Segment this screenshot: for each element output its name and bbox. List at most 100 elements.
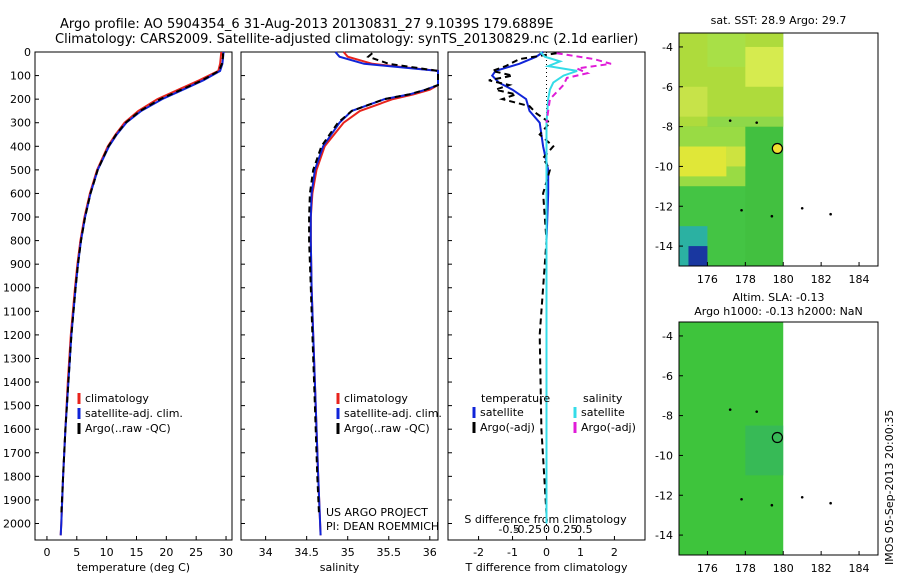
map1-sst-patch <box>707 33 746 67</box>
temperature-ytick-label: 1500 <box>3 400 31 413</box>
temperature-ytick-label: 400 <box>10 140 31 153</box>
map2-island-marker <box>770 503 774 507</box>
map1-xtick-label: 184 <box>849 273 870 286</box>
difference-xtick-label: -1 <box>507 546 518 559</box>
temperature-ytick-label: 900 <box>10 258 31 271</box>
salinity-series-1 <box>309 51 439 536</box>
map1-sst-patch <box>679 146 727 177</box>
temperature-ytick-label: 1000 <box>3 282 31 295</box>
salinity-legend-2-label: Argo(..raw -QC) <box>344 422 430 435</box>
temperature-xtick-label: 20 <box>159 546 173 559</box>
map2-xtick-label: 182 <box>811 562 832 575</box>
map1-sst-patch <box>745 46 784 87</box>
map2-island-marker <box>800 495 804 499</box>
title-line-2: Climatology: CARS2009. Satellite-adjuste… <box>55 32 638 47</box>
temperature-xlabel: temperature (deg C) <box>77 561 190 574</box>
map1-island-marker <box>755 121 759 124</box>
salinity-series-2 <box>308 52 439 515</box>
map2-sla-patch <box>745 425 784 476</box>
temperature-ytick-label: 300 <box>10 117 31 130</box>
difference-legend-s-argo-label: Argo(-adj) <box>581 421 636 434</box>
map1-xtick-label: 178 <box>735 273 756 286</box>
temperature-ytick-label: 1700 <box>3 447 31 460</box>
map1-ytick-label: -14 <box>655 240 673 253</box>
map2-island-marker <box>829 501 832 505</box>
temperature-ytick-label: 1400 <box>3 376 31 389</box>
temperature-ytick-label: 100 <box>10 70 31 83</box>
map2-island-marker <box>728 408 732 411</box>
temperature-legend-0-label: climatology <box>85 392 149 405</box>
map2-xtick-label: 180 <box>773 562 794 575</box>
temperature-xtick-label: 30 <box>219 546 233 559</box>
temperature-legend-2-label: Argo(..raw -QC) <box>85 422 171 435</box>
map1-xtick-label: 176 <box>697 273 718 286</box>
sla-map-title-1: Altim. SLA: -0.13 <box>732 291 824 304</box>
difference-s-tick-label: -0.5 <box>498 523 519 536</box>
salinity-annotation-1: US ARGO PROJECT <box>326 506 428 519</box>
difference-xtick-label: 2 <box>611 546 618 559</box>
difference-legend-temperature-title: temperature <box>481 392 550 405</box>
map1-sst-patch <box>688 246 708 266</box>
salinity-xtick-label: 34 <box>259 546 273 559</box>
map2-xtick-label: 176 <box>697 562 718 575</box>
difference-s-tick-label: 0.25 <box>553 523 578 536</box>
map1-sst-patch <box>679 86 708 117</box>
salinity-xtick-label: 34.5 <box>294 546 319 559</box>
map1-island-marker <box>800 206 804 210</box>
map2-xtick-label: 184 <box>849 562 870 575</box>
temperature-ytick-label: 600 <box>10 187 31 200</box>
difference-legend-t-sat-label: satellite <box>480 406 524 419</box>
salinity-xtick-label: 36 <box>423 546 437 559</box>
map1-ytick-label: -4 <box>662 41 673 54</box>
map2-ytick-label: -12 <box>655 489 673 502</box>
temperature-ytick-label: 1600 <box>3 423 31 436</box>
temperature-ytick-label: 1300 <box>3 352 31 365</box>
map1-ytick-label: -10 <box>655 160 673 173</box>
map1-argo-position-marker <box>771 142 783 155</box>
temperature-ytick-label: 800 <box>10 235 31 248</box>
map1-sst-patch <box>726 146 746 167</box>
temperature-panel-frame <box>34 51 233 541</box>
map2-ytick-label: -10 <box>655 449 673 462</box>
difference-xtick-label: -2 <box>473 546 484 559</box>
difference-s-tick-label: 0.5 <box>575 523 593 536</box>
map1-island-marker <box>728 119 732 122</box>
map1-island-marker <box>829 212 832 216</box>
salinity-xtick-label: 35 <box>341 546 355 559</box>
difference-series-1 <box>488 52 557 515</box>
temperature-xtick-label: 25 <box>189 546 203 559</box>
map2-ytick-label: -6 <box>662 370 673 383</box>
difference-s-tick-label: -0.25 <box>514 523 542 536</box>
salinity-legend-1-label: satellite-adj. clim. <box>344 407 442 420</box>
map1-ytick-label: -6 <box>662 81 673 94</box>
map1-sst-patch <box>707 116 784 127</box>
map2-island-marker <box>740 497 743 501</box>
difference-series-0 <box>490 51 550 524</box>
difference-legend-t-argo-label: Argo(-adj) <box>480 421 535 434</box>
difference-series-2 <box>539 51 578 524</box>
difference-xtick-label: 1 <box>577 546 584 559</box>
temperature-ytick-label: 700 <box>10 211 31 224</box>
map1-island-marker <box>770 214 774 218</box>
map1-xtick-label: 180 <box>773 273 794 286</box>
map2-xtick-label: 178 <box>735 562 756 575</box>
map1-ytick-label: -8 <box>662 121 673 134</box>
difference-s-tick-label: 0 <box>543 523 550 536</box>
temperature-ytick-label: 1900 <box>3 494 31 507</box>
map2-argo-position-marker <box>771 431 783 444</box>
map1-ytick-label: -12 <box>655 200 673 213</box>
difference-legend-salinity-title: salinity <box>583 392 623 405</box>
temperature-series-0 <box>59 51 223 536</box>
map1-island-marker <box>740 208 743 212</box>
map2-frame <box>678 321 879 556</box>
title-line-1: Argo profile: AO 5904354_6 31-Aug-2013 2… <box>60 17 553 32</box>
sst-map-title: sat. SST: 28.9 Argo: 29.7 <box>711 14 847 27</box>
temperature-xtick-label: 0 <box>43 546 50 559</box>
temperature-series-2 <box>60 53 224 515</box>
temperature-ytick-label: 0 <box>24 46 31 59</box>
difference-legend-s-sat-label: satellite <box>581 406 625 419</box>
temperature-xtick-label: 15 <box>129 546 143 559</box>
temperature-ytick-label: 1800 <box>3 470 31 483</box>
difference-series-3 <box>545 52 612 123</box>
